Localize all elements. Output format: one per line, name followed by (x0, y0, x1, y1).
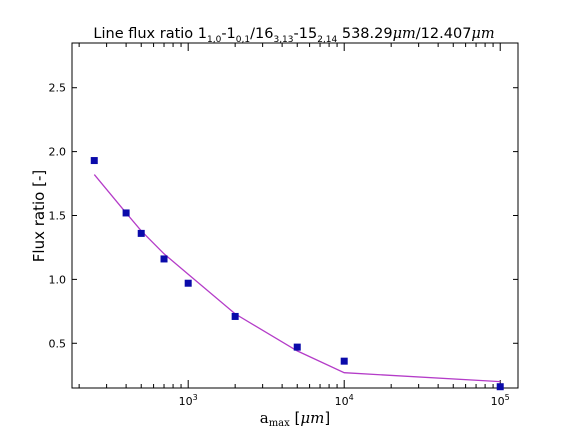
title-sub2: 0,1 (236, 35, 250, 45)
y-tick-label-4: 2.5 (49, 82, 67, 95)
x-tick-label-1: 104 (335, 393, 354, 408)
y-tick-label-0: 0.5 (49, 337, 67, 350)
marker-layer (90, 157, 504, 391)
y-tick-label-3: 2.0 (49, 146, 67, 159)
data-point-2 (137, 229, 145, 237)
title-mid1: -1 (221, 26, 235, 42)
data-point-0 (90, 157, 98, 165)
title-sub1: 1,0 (207, 35, 222, 45)
plot-frame (71, 42, 519, 389)
title-prefix: Line flux ratio 1 (93, 26, 207, 42)
xlabel-close: ] (324, 409, 330, 427)
x-tick-label-2: 105 (491, 393, 510, 408)
title-mid3: -15 (294, 26, 318, 42)
title-num2: /12.407 (416, 26, 472, 42)
title-num1: 538.29 (337, 26, 392, 42)
data-point-7 (340, 357, 348, 365)
chart-title: Line flux ratio 11,0-10,1/163,13-152,14 … (93, 26, 494, 45)
y-tick-label-2: 1.5 (49, 210, 67, 223)
y-tick-label-1: 1.0 (49, 273, 67, 286)
line-layer (93, 174, 501, 383)
xlabel-sub: max (269, 418, 290, 429)
data-point-8 (496, 383, 504, 391)
title-unit1: μm (393, 26, 416, 42)
title-mid2: /16 (250, 26, 273, 42)
data-point-5 (231, 312, 239, 320)
title-unit2: μm (471, 26, 494, 42)
xlabel-open: [ (290, 409, 301, 427)
x-tick-label-0: 103 (179, 393, 198, 408)
title-sub4: 2,14 (317, 35, 337, 45)
ticks-layer: 0.5 1.0 1.5 2.0 2.5 103 104 105 (49, 43, 518, 408)
xlabel-unit: μm (300, 409, 324, 427)
series-line-1 (93, 174, 501, 383)
data-point-1 (122, 209, 130, 217)
title-sub3: 3,13 (273, 35, 293, 45)
xlabel-base: a (260, 409, 269, 427)
data-point-3 (160, 255, 168, 263)
y-axis-label: Flux ratio [-] (30, 170, 48, 262)
data-point-6 (293, 343, 301, 351)
x-axis-label: amax [μm] (260, 409, 331, 429)
data-point-4 (184, 279, 192, 287)
